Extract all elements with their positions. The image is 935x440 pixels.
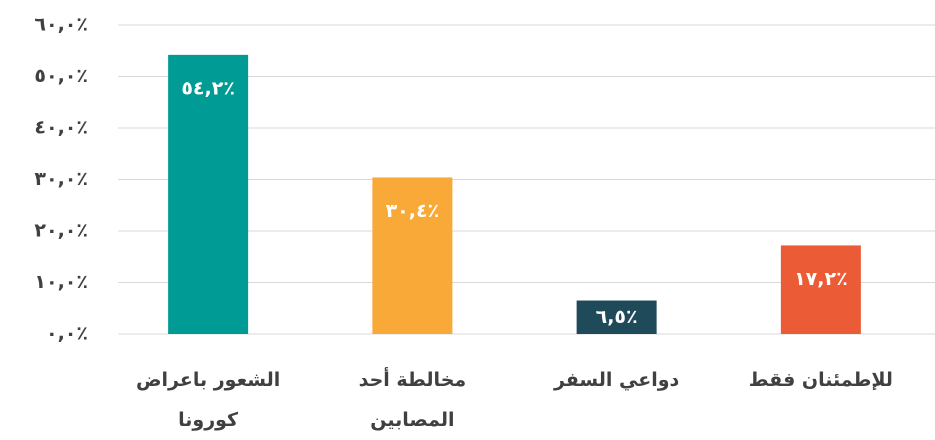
x-tick-label: مخالطة أحد المصابين — [358, 369, 467, 431]
y-tick-label: ٦٠,٠٪ — [34, 14, 88, 36]
y-tick-label: ٣٠,٠٪ — [34, 168, 88, 190]
value-label: ٦,٥٪ — [596, 306, 638, 328]
value-label: ١٧,٢٪ — [794, 268, 848, 290]
x-tick-label: الشعور باعراض كورونا — [135, 369, 281, 431]
bar — [372, 177, 453, 334]
y-tick-label: ٢٠,٠٪ — [34, 220, 88, 242]
y-tick-label: ١٠,٠٪ — [34, 271, 88, 293]
y-tick-label: ٥٠,٠٪ — [34, 65, 88, 87]
bar — [168, 54, 249, 335]
bar — [576, 300, 657, 334]
bar — [780, 245, 861, 334]
x-tick-label: دواعي السفر — [553, 369, 680, 391]
value-label: ٥٤,٢٪ — [181, 77, 235, 99]
y-tick-label: ٤٠,٠٪ — [34, 117, 88, 139]
value-label: ٣٠,٤٪ — [386, 200, 440, 222]
y-tick-label: ٠,٠٪ — [46, 323, 88, 345]
x-tick-label: للإطمئنان فقط — [748, 369, 893, 391]
